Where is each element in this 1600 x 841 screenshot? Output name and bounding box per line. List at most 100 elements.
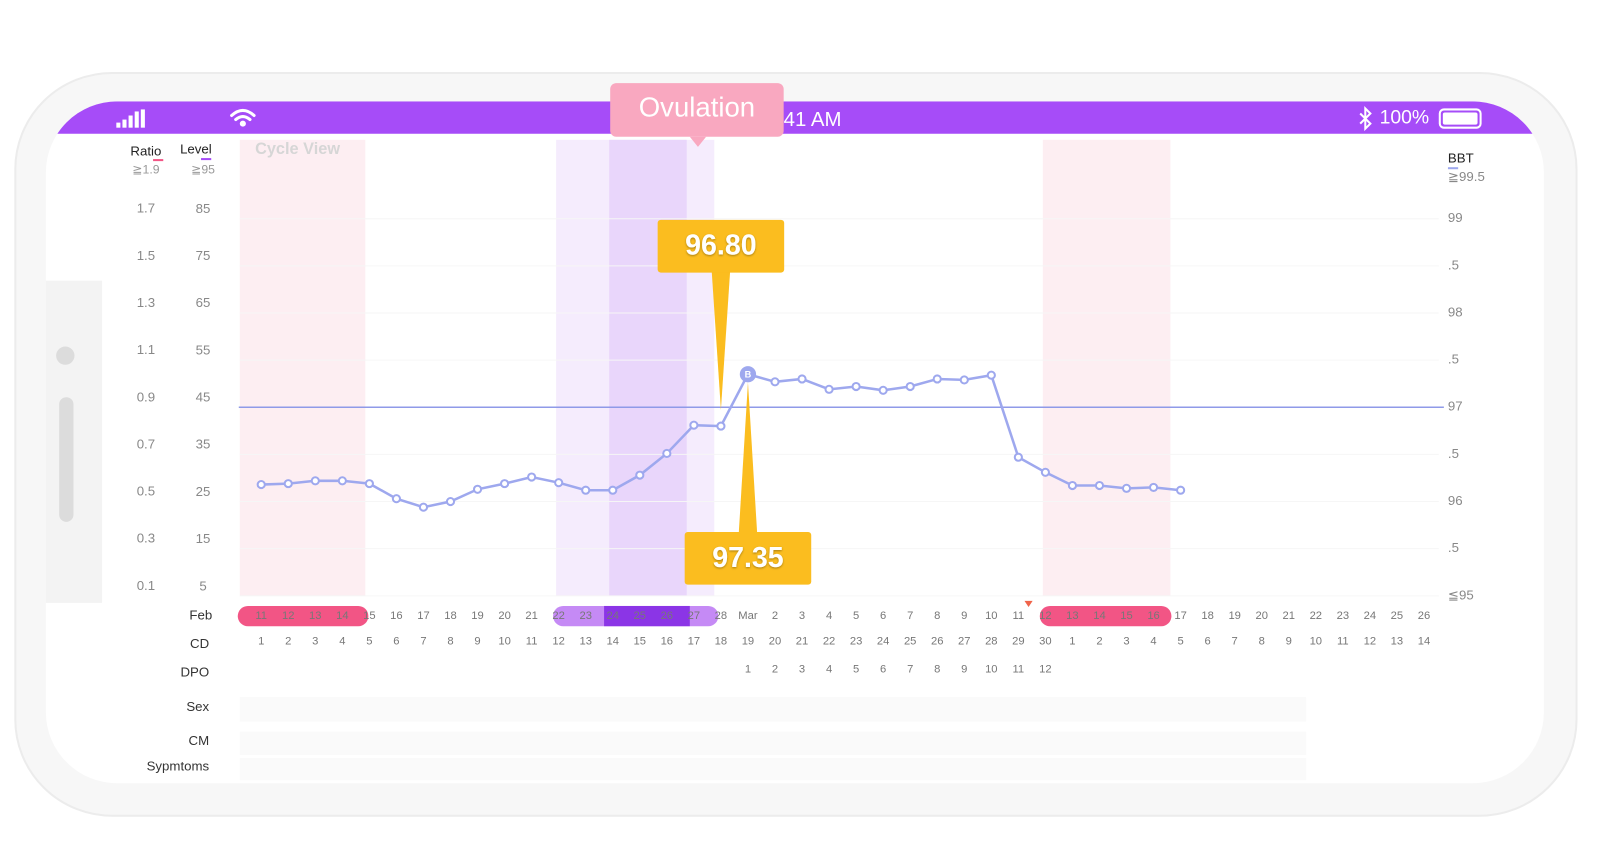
sensor: [59, 397, 74, 522]
date-label: 23: [579, 610, 591, 622]
cm-row: [239, 731, 1307, 755]
dpo-label: 9: [961, 664, 967, 676]
cd-label: 18: [715, 635, 727, 647]
dpo-label: 11: [1013, 664, 1025, 676]
date-label: 2: [772, 610, 778, 622]
callout-pointer: [711, 271, 731, 410]
wifi-icon: [230, 108, 256, 127]
status-bar: [45, 101, 1544, 134]
date-label: 15: [1120, 610, 1132, 622]
y-tick-label: 98: [1448, 304, 1463, 319]
camera: [56, 346, 75, 365]
date-label: 16: [390, 610, 402, 622]
bbt-point: [1148, 482, 1159, 492]
dpo-label: 5: [853, 664, 859, 676]
date-label: 20: [1255, 610, 1267, 622]
cd-label: 24: [877, 635, 889, 647]
y-tick-label: 0.5: [137, 484, 155, 499]
value-callout: 96.80: [657, 219, 785, 410]
y-tick-label: ≧99.5: [1448, 169, 1485, 184]
date-label: 24: [607, 610, 619, 622]
date-label: 16: [1147, 610, 1159, 622]
y-tick-label: 55: [196, 342, 211, 357]
dpo-label: 12: [1039, 664, 1051, 676]
y-tick-label: ≦95: [1448, 587, 1474, 602]
peak-pill: [604, 605, 690, 627]
y-tick-label: 0.9: [137, 389, 155, 404]
y-tick-label: 25: [196, 484, 211, 499]
bbt-point: [283, 479, 293, 489]
date-label: 17: [417, 610, 429, 622]
cd-label: 29: [1012, 635, 1024, 647]
value-label: 97.35: [712, 542, 784, 574]
bbt-point: [851, 381, 861, 392]
date-label: 27: [688, 610, 700, 622]
sex-row: [239, 697, 1307, 722]
bbt-point: [608, 485, 618, 495]
y-tick-label: .5: [1448, 352, 1459, 367]
cd-label: 4: [1150, 635, 1156, 647]
date-label: 14: [1093, 610, 1105, 622]
cd-label: 8: [447, 635, 453, 647]
dpo-label: 2: [772, 664, 778, 676]
bbt-point: [554, 478, 564, 488]
dpo-label: 10: [985, 664, 997, 676]
date-label: 5: [853, 610, 859, 622]
cd-label: 14: [607, 635, 619, 647]
cd-label: 11: [526, 635, 538, 647]
ovulation-marker: B: [745, 370, 752, 380]
date-label: 25: [634, 610, 646, 622]
dpo-label: 3: [799, 664, 805, 676]
cd-label: 5: [366, 635, 372, 647]
bbt-point: [581, 485, 591, 495]
date-label: 18: [1201, 610, 1213, 622]
bbt-point: [635, 470, 645, 480]
cd-label: 14: [1418, 635, 1430, 647]
callout-box: [684, 531, 812, 585]
y-tick-label: .5: [1448, 540, 1459, 555]
cd-label: 27: [958, 635, 970, 647]
period-band: [239, 139, 366, 596]
bbt-point: [364, 479, 374, 489]
y-tick-label: 99: [1448, 210, 1463, 225]
date-label: 13: [1066, 610, 1078, 622]
cd-label: 4: [339, 635, 345, 647]
bbt-point: [391, 494, 402, 504]
popup-pointer: [689, 136, 707, 147]
bbt-point: [527, 472, 537, 482]
bbt-point: [959, 375, 969, 385]
date-label: 21: [1283, 610, 1295, 622]
symptoms-row: [239, 757, 1307, 781]
row-label: Sypmtoms: [147, 759, 210, 774]
side-notch: [45, 280, 103, 603]
bbt-point: [1067, 480, 1078, 491]
date-label: 22: [1310, 610, 1322, 622]
date-label: 3: [799, 610, 805, 622]
cd-label: 22: [823, 635, 835, 647]
popup-box: [610, 83, 784, 137]
date-label: 11: [1013, 610, 1025, 622]
date-label: 23: [1337, 610, 1349, 622]
bbt-point: [662, 448, 672, 459]
y-tick-label: .5: [1448, 257, 1459, 272]
dpo-label: 7: [907, 664, 913, 676]
date-label: 12: [1039, 610, 1051, 622]
y-tick-label: 0.3: [137, 531, 155, 546]
date-label: 28: [715, 610, 727, 622]
cd-label: 5: [1177, 635, 1183, 647]
cd-label: 9: [474, 635, 480, 647]
row-label: Sex: [186, 699, 209, 714]
dpo-label: 6: [880, 664, 886, 676]
cd-label: 23: [850, 635, 862, 647]
cd-label: 7: [420, 635, 426, 647]
row-label: CM: [189, 733, 210, 748]
peak-band: [609, 139, 687, 596]
cd-label: 1: [258, 635, 264, 647]
cd-label: 11: [1337, 635, 1349, 647]
bbt-point: [905, 381, 915, 392]
period-band: [1042, 139, 1171, 596]
cd-label: 8: [1259, 635, 1265, 647]
period-pill: [1039, 605, 1172, 627]
date-label: 6: [880, 610, 886, 622]
bbt-point: [932, 374, 942, 384]
